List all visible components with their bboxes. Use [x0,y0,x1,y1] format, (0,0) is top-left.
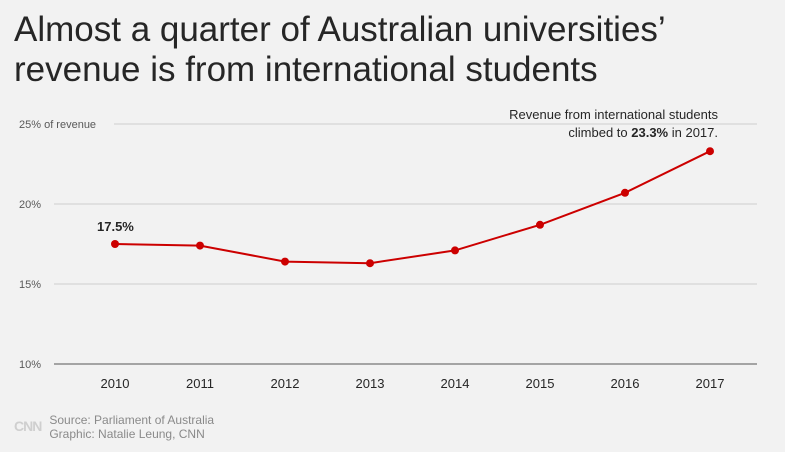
data-point [281,257,289,266]
data-point [536,220,544,229]
x-tick-label: 2016 [611,376,640,391]
start-value-label: 17.5% [97,219,134,234]
x-tick-label: 2010 [101,376,130,391]
gridlines [54,123,757,365]
x-tick-label: 2014 [441,376,470,391]
end-annotation-post: in 2017. [668,125,718,140]
y-tick-label: 15% [19,279,41,291]
y-tick-label: 20% [19,199,41,211]
y-tick-label: 25% of revenue [19,119,96,131]
data-points [111,147,714,268]
chart-title: Almost a quarter of Australian universit… [14,10,665,89]
y-axis-ticks: 10% 15% 20% 25% of revenue [19,119,96,371]
end-annotation-value: 23.3% [631,125,668,140]
series-line [114,150,711,265]
x-tick-label: 2013 [356,376,385,391]
credits: Source: Parliament of Australia Graphic:… [49,413,214,441]
x-tick-label: 2011 [186,376,214,391]
data-point [196,241,204,250]
end-annotation-line2: climbed to 23.3% in 2017. [568,125,718,140]
data-point [111,240,119,248]
y-tick-label: 10% [19,359,41,371]
x-tick-label: 2017 [696,376,725,391]
data-point [706,147,714,156]
graphic-credit: Graphic: Natalie Leung, CNN [49,427,205,441]
cnn-logo: CNN [14,418,42,434]
data-point [621,188,629,197]
annotations: 17.5% Revenue from international student… [97,107,718,234]
data-point [366,259,374,268]
end-annotation-line1: Revenue from international students [509,107,718,122]
footer: CNN Source: Parliament of Australia Grap… [14,413,214,441]
x-tick-label: 2015 [526,376,555,391]
source-credit: Source: Parliament of Australia [49,413,215,427]
x-axis-ticks: 2010 2011 2012 2013 2014 2015 2016 2017 [101,376,725,391]
x-tick-label: 2012 [271,376,300,391]
end-annotation-pre: climbed to [568,125,631,140]
data-point [451,246,459,255]
